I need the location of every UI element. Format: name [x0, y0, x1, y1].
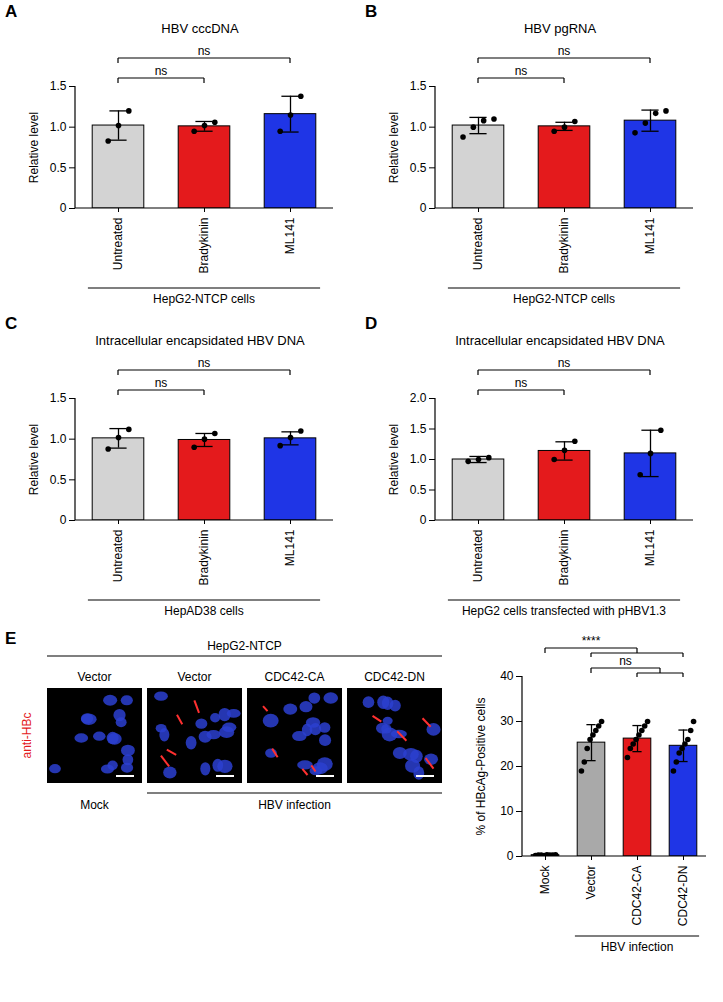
svg-text:Relative level: Relative level: [27, 112, 41, 183]
svg-text:% of HBcAg-Positive cells: % of HBcAg-Positive cells: [474, 697, 488, 835]
svg-text:ML141: ML141: [643, 529, 657, 566]
svg-text:HBV infection: HBV infection: [601, 940, 674, 954]
svg-text:ML141: ML141: [283, 529, 297, 566]
svg-text:ns: ns: [558, 44, 571, 58]
svg-text:Untreated: Untreated: [471, 218, 485, 271]
svg-text:2.0: 2.0: [410, 391, 427, 405]
svg-text:40: 40: [500, 669, 514, 683]
html-text:Intracellular encapsidated HBV: Intracellular encapsidated HBV DNA: [455, 333, 665, 348]
svg-text:0.5: 0.5: [50, 161, 67, 175]
svg-text:Relative level: Relative level: [27, 424, 41, 495]
svg-text:1.0: 1.0: [410, 452, 427, 466]
svg-text:CDC42-CA: CDC42-CA: [630, 866, 644, 926]
svg-text:Bradykinin: Bradykinin: [197, 530, 211, 586]
html-text:Intracellular encapsidated HBV: Intracellular encapsidated HBV DNA: [95, 333, 305, 348]
svg-text:0: 0: [60, 201, 67, 215]
svg-text:HepG2-NTCP: HepG2-NTCP: [207, 639, 282, 653]
svg-text:Untreated: Untreated: [111, 218, 125, 271]
svg-text:ns: ns: [515, 64, 528, 78]
svg-text:Relative level: Relative level: [387, 424, 401, 495]
svg-text:1.0: 1.0: [50, 432, 67, 446]
svg-text:ns: ns: [155, 64, 168, 78]
svg-text:E: E: [5, 629, 16, 648]
svg-text:0: 0: [60, 513, 67, 527]
html-text:HBV pgRNA: HBV pgRNA: [523, 21, 597, 36]
svg-text:HepAD38 cells: HepAD38 cells: [164, 604, 243, 618]
html-text:D: D: [365, 314, 378, 333]
svg-text:30: 30: [500, 714, 514, 728]
svg-text:anti-HBc: anti-HBc: [20, 712, 34, 758]
svg-text:ns: ns: [198, 356, 211, 370]
svg-text:ns: ns: [155, 376, 168, 390]
svg-text:Bradykinin: Bradykinin: [557, 218, 571, 274]
svg-text:Bradykinin: Bradykinin: [197, 218, 211, 274]
svg-text:HepG2 cells transfected with p: HepG2 cells transfected with pHBV1.3: [462, 604, 666, 618]
svg-text:0.5: 0.5: [410, 161, 427, 175]
svg-text:ns: ns: [619, 654, 632, 668]
svg-text:HepG2-NTCP cells: HepG2-NTCP cells: [513, 292, 615, 306]
svg-text:10: 10: [500, 804, 514, 818]
svg-text:Vector: Vector: [177, 670, 211, 684]
svg-text:1.5: 1.5: [50, 391, 67, 405]
svg-text:1.5: 1.5: [410, 422, 427, 436]
svg-text:ML141: ML141: [643, 217, 657, 254]
svg-text:0: 0: [420, 513, 427, 527]
svg-text:1.0: 1.0: [50, 120, 67, 134]
svg-text:Untreated: Untreated: [111, 530, 125, 583]
svg-text:Vector: Vector: [77, 670, 111, 684]
svg-text:Bradykinin: Bradykinin: [557, 530, 571, 586]
svg-text:CDC42-DN: CDC42-DN: [676, 866, 690, 927]
svg-text:0.5: 0.5: [410, 483, 427, 497]
svg-text:CDC42-DN: CDC42-DN: [364, 670, 425, 684]
svg-text:ML141: ML141: [283, 217, 297, 254]
html-text:C: C: [5, 314, 18, 333]
svg-text:ns: ns: [198, 44, 211, 58]
svg-text:Relative level: Relative level: [387, 112, 401, 183]
svg-text:ns: ns: [558, 356, 571, 370]
svg-text:Vector: Vector: [584, 866, 598, 900]
svg-text:0: 0: [507, 849, 514, 863]
svg-text:1.5: 1.5: [410, 79, 427, 93]
svg-text:1.0: 1.0: [410, 120, 427, 134]
svg-text:1.5: 1.5: [50, 79, 67, 93]
svg-text:****: ****: [582, 634, 601, 648]
html-text:HBV cccDNA: HBV cccDNA: [161, 21, 239, 36]
svg-text:Untreated: Untreated: [471, 530, 485, 583]
svg-text:20: 20: [500, 759, 514, 773]
svg-text:ns: ns: [515, 376, 528, 390]
html-text:A: A: [5, 2, 18, 21]
html-text:B: B: [365, 2, 378, 21]
svg-text:Mock: Mock: [538, 865, 552, 895]
svg-text:Mock: Mock: [80, 798, 110, 812]
svg-text:HepG2-NTCP cells: HepG2-NTCP cells: [153, 292, 255, 306]
svg-text:HBV infection: HBV infection: [258, 798, 331, 812]
svg-text:0.5: 0.5: [50, 473, 67, 487]
svg-text:0: 0: [420, 201, 427, 215]
svg-text:CDC42-CA: CDC42-CA: [264, 670, 324, 684]
